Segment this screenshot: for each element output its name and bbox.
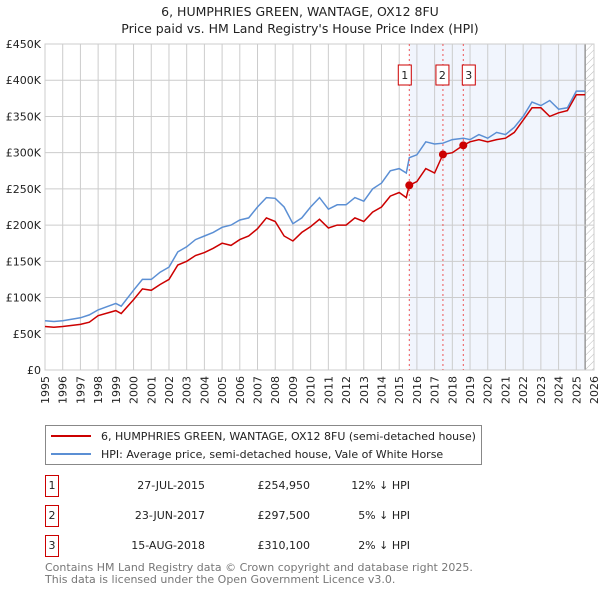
x-tick-label: 2006 [234,376,247,404]
sale-point [405,181,414,190]
post-sale-shading [409,44,586,370]
sale-label: 3 [465,69,472,82]
price-chart: 1995 1996 1997 1998 1999 2000 2001 2002 2003 2004… [6,38,600,404]
y-tick-label: £200K [6,219,42,232]
x-tick-label: 2017 [429,376,442,404]
transaction-number: 1 [45,475,59,497]
x-tick-label: 2018 [446,376,459,404]
y-tick-label: £450K [6,38,42,51]
forecast-hatch [585,44,594,370]
transaction-row: 1 27-JUL-2015 £254,950 12% ↓ HPI [45,475,445,497]
y-tick-label: £350K [6,110,42,123]
x-tick-label: 2024 [553,376,566,404]
x-tick-label: 2021 [499,376,512,404]
x-tick-label: 2004 [198,376,211,404]
x-tick-label: 2015 [393,376,406,404]
transaction-date: 15-AUG-2018 [131,539,205,552]
x-tick-label: 2005 [216,376,229,404]
x-tick-label: 2016 [411,376,424,404]
transaction-row: 2 23-JUN-2017 £297,500 5% ↓ HPI [45,505,445,527]
sale-point [459,141,468,150]
x-tick-label: 2011 [322,376,335,404]
x-tick-label: 2003 [181,376,194,404]
chart-title: 6, HUMPHRIES GREEN, WANTAGE, OX12 8FU [161,4,439,19]
property-line-swatch [51,435,91,437]
x-tick-label: 2020 [482,376,495,404]
x-tick-label: 2019 [464,376,477,404]
x-tick-label: 2000 [128,376,141,404]
y-tick-label: £50K [13,328,42,341]
hpi-line-swatch [51,453,91,455]
x-tick-label: 1995 [39,376,52,404]
x-tick-label: 2007 [252,376,265,404]
y-tick-label: £0 [27,364,41,377]
hpi-line [44,90,586,323]
x-tick-label: 1999 [110,376,123,404]
x-tick-label: 1997 [74,376,87,404]
transaction-price: £297,500 [257,509,311,522]
legend-property: 6, HUMPHRIES GREEN, WANTAGE, OX12 8FU (s… [101,429,476,443]
transaction-hpi: 2% ↓ HPI [358,539,410,552]
sale-label: 1 [401,69,408,82]
transaction-price: £254,950 [257,479,311,492]
x-tick-label: 2002 [163,376,176,404]
plot-border [44,43,595,371]
chart-subtitle: Price paid vs. HM Land Registry's House … [121,21,479,36]
y-tick-label: £400K [6,74,42,87]
x-tick-label: 2010 [305,376,318,404]
y-tick-label: £300K [6,147,42,160]
transaction-number: 3 [45,535,59,557]
x-tick-label: 2014 [375,376,388,404]
legend-hpi: HPI: Average price, semi-detached house,… [101,447,444,461]
transaction-number: 2 [45,505,59,527]
x-tick-label: 1996 [57,376,70,404]
sale-label: 2 [439,69,446,82]
x-tick-label: 2025 [570,376,583,404]
transaction-price: £310,100 [257,539,311,552]
property-price-line [44,93,586,329]
y-tick-label: £100K [6,292,42,305]
footer-copyright: Contains HM Land Registry data © Crown c… [45,561,473,574]
y-tick-label: £250K [6,183,42,196]
transaction-date: 27-JUL-2015 [137,479,205,492]
x-tick-label: 2008 [269,376,282,404]
x-tick-label: 2022 [517,376,530,404]
y-tick-label: £150K [6,255,42,268]
x-tick-label: 2009 [287,376,300,404]
footer: Contains HM Land Registry data © Crown c… [45,562,473,586]
sale-point [438,150,447,159]
sale-label-box [435,64,450,86]
transaction-hpi: 5% ↓ HPI [358,509,410,522]
sale-label-box [461,64,476,86]
x-tick-label: 2023 [535,376,548,404]
x-tick-label: 1998 [92,376,105,404]
x-tick-label: 2013 [358,376,371,404]
x-tick-label: 2026 [588,376,600,404]
x-tick-label: 2001 [145,376,158,404]
sale-label-box [397,64,412,86]
transaction-hpi: 12% ↓ HPI [351,479,410,492]
x-tick-label: 2012 [340,376,353,404]
footer-licence: This data is licensed under the Open Gov… [45,573,396,586]
transaction-date: 23-JUN-2017 [134,509,205,522]
transaction-row: 3 15-AUG-2018 £310,100 2% ↓ HPI [45,535,445,557]
legend: 6, HUMPHRIES GREEN, WANTAGE, OX12 8FU (s… [45,425,482,465]
